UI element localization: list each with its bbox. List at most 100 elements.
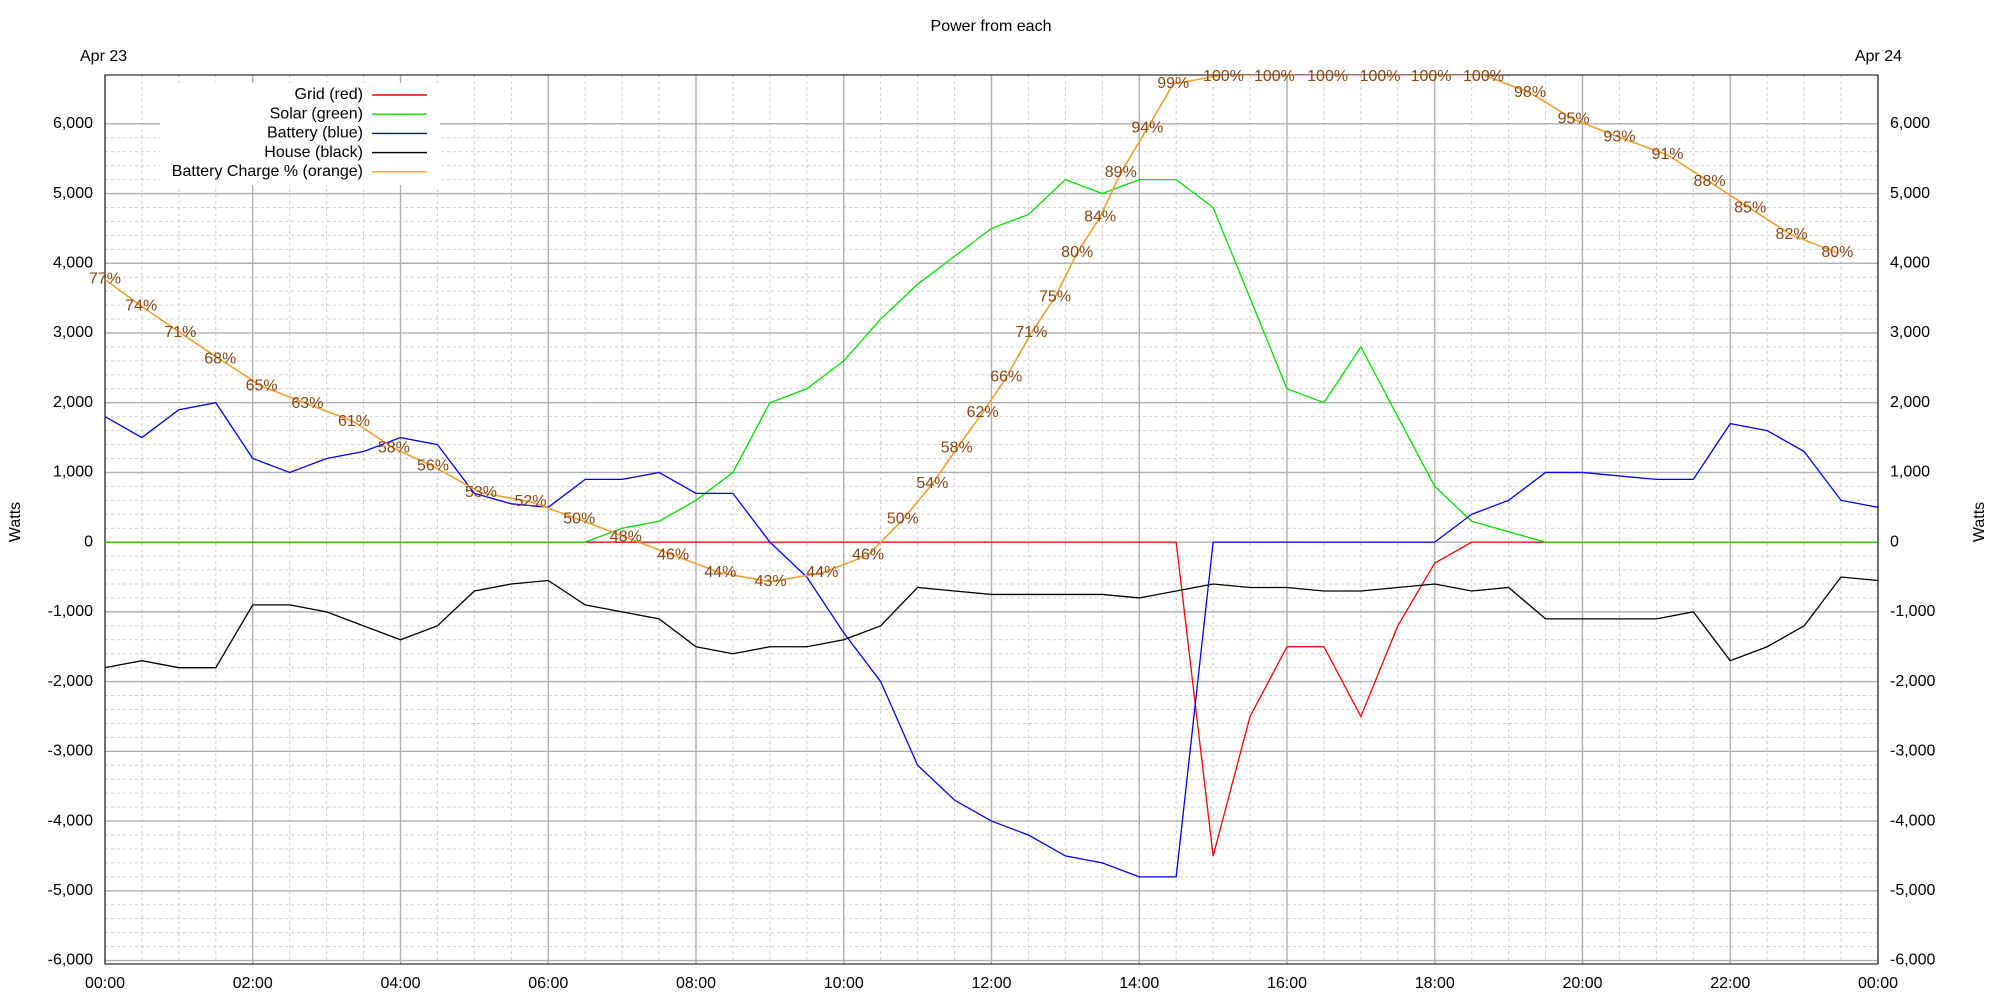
x-tick-label: 02:00 — [233, 975, 273, 992]
y2-tick-label: -2,000 — [1890, 673, 1935, 690]
series-line — [105, 178, 1878, 543]
x-tick-label: 06:00 — [528, 975, 568, 992]
y2-tick-label: 6,000 — [1890, 115, 1930, 132]
y-tick-label: 5,000 — [53, 185, 93, 202]
y-tick-label: -4,000 — [48, 812, 93, 829]
y2-tick-label: -6,000 — [1890, 952, 1935, 969]
legend-label: Battery Charge % (orange) — [172, 163, 363, 180]
data-label: 63% — [291, 395, 323, 412]
data-label: 54% — [916, 475, 948, 492]
y-tick-label: 0 — [84, 533, 93, 550]
data-label: 95% — [1558, 111, 1590, 128]
data-label: 61% — [338, 413, 370, 430]
data-label: 100% — [1360, 68, 1401, 85]
data-label: 52% — [515, 493, 547, 510]
data-label: 94% — [1131, 120, 1163, 137]
date-label: Apr 23 — [80, 48, 127, 65]
chart-title: Power from each — [931, 18, 1052, 35]
legend-label: Battery (blue) — [267, 125, 363, 142]
y2-tick-label: -4,000 — [1890, 812, 1935, 829]
y-tick-label: 3,000 — [53, 324, 93, 341]
data-label: 91% — [1651, 146, 1683, 163]
legend-label: Grid (red) — [295, 86, 363, 103]
y-tick-label: 4,000 — [53, 254, 93, 271]
y2-tick-label: 1,000 — [1890, 464, 1930, 481]
data-label: 53% — [465, 484, 497, 501]
data-label: 44% — [704, 564, 736, 581]
series-line — [105, 401, 1878, 878]
y2-tick-label: 5,000 — [1890, 185, 1930, 202]
data-label: 98% — [1514, 84, 1546, 101]
x-tick-label: 12:00 — [971, 975, 1011, 992]
data-label: 75% — [1039, 288, 1071, 305]
data-label: 85% — [1734, 200, 1766, 217]
data-label: 80% — [1061, 244, 1093, 261]
data-label: 46% — [852, 546, 884, 563]
data-label: 99% — [1157, 75, 1189, 92]
data-label: 62% — [967, 404, 999, 421]
y-tick-label: 2,000 — [53, 394, 93, 411]
data-label: 66% — [990, 368, 1022, 385]
data-label: 71% — [1015, 324, 1047, 341]
y2-tick-label: 4,000 — [1890, 254, 1930, 271]
data-label: 88% — [1694, 173, 1726, 190]
x-tick-label: 14:00 — [1119, 975, 1159, 992]
data-label: 46% — [657, 546, 689, 563]
series-line — [105, 576, 1878, 669]
x-tick-label: 10:00 — [824, 975, 864, 992]
data-label: 80% — [1821, 244, 1853, 261]
data-label: 71% — [164, 324, 196, 341]
data-label: 56% — [417, 457, 449, 474]
data-label: 100% — [1463, 68, 1504, 85]
data-label: 48% — [610, 528, 642, 545]
data-label: 58% — [378, 440, 410, 457]
y-tick-label: -3,000 — [48, 743, 93, 760]
x-tick-label: 20:00 — [1562, 975, 1602, 992]
x-tick-label: 04:00 — [380, 975, 420, 992]
legend: Grid (red) Solar (green) Battery (blue) Hou… — [160, 83, 440, 185]
y-tick-label: -2,000 — [48, 673, 93, 690]
y-tick-label: -6,000 — [48, 952, 93, 969]
x-tick-label: 18:00 — [1415, 975, 1455, 992]
y2-tick-label: -5,000 — [1890, 882, 1935, 899]
y2-tick-label: -1,000 — [1890, 603, 1935, 620]
y2-tick-label: 0 — [1890, 533, 1899, 550]
x-tick-label: 22:00 — [1710, 975, 1750, 992]
data-label: 100% — [1254, 68, 1295, 85]
data-label: 93% — [1603, 128, 1635, 145]
x-tick-label: 00:00 — [85, 975, 125, 992]
data-label: 84% — [1084, 208, 1116, 225]
series-line — [105, 75, 1838, 583]
y-tick-label: -1,000 — [48, 603, 93, 620]
y-tick-label: 1,000 — [53, 464, 93, 481]
data-label: 100% — [1203, 68, 1244, 85]
legend-label: Solar (green) — [270, 105, 363, 122]
data-label: 44% — [806, 564, 838, 581]
y2-tick-label: -3,000 — [1890, 743, 1935, 760]
data-label: 50% — [563, 511, 595, 528]
x-tick-label: 08:00 — [676, 975, 716, 992]
data-label: 65% — [246, 377, 278, 394]
data-label: 50% — [887, 511, 919, 528]
data-label: 74% — [125, 297, 157, 314]
y2-tick-label: 2,000 — [1890, 394, 1930, 411]
x-tick-label: 00:00 — [1858, 975, 1898, 992]
y-tick-label: -5,000 — [48, 882, 93, 899]
legend-label: House (black) — [264, 144, 363, 161]
plot-frame — [104, 74, 1879, 965]
series-group — [105, 75, 1878, 878]
y-axis-label: Watts — [7, 502, 24, 542]
data-label: 68% — [204, 351, 236, 368]
data-label: 89% — [1105, 164, 1137, 181]
data-label: 77% — [89, 271, 121, 288]
x-tick-label: 16:00 — [1267, 975, 1307, 992]
y2-axis-label: Watts — [1971, 502, 1988, 542]
data-label: 43% — [755, 573, 787, 590]
data-label: 100% — [1307, 68, 1348, 85]
y-tick-label: 6,000 — [53, 115, 93, 132]
data-label: 100% — [1411, 68, 1452, 85]
data-label: 58% — [941, 440, 973, 457]
date-label: Apr 24 — [1855, 48, 1902, 65]
